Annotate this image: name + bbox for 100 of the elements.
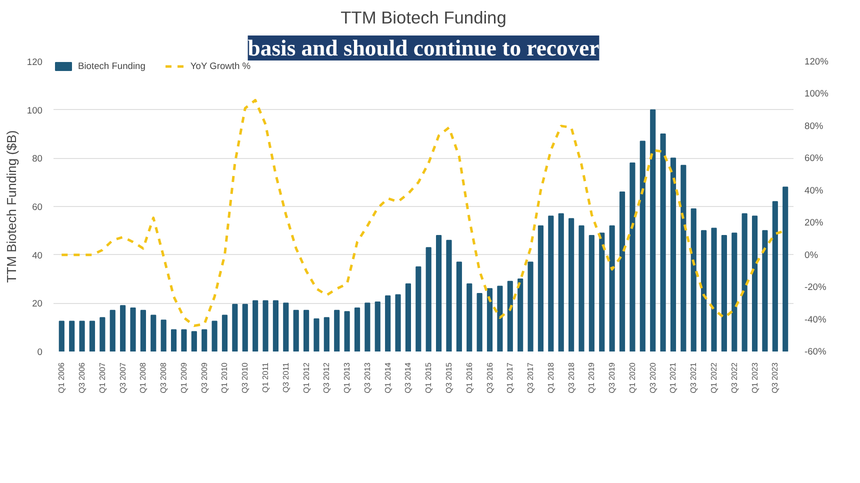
bar [578,225,584,352]
x-tick-label: Q1 2006 [57,362,66,394]
bar [670,158,676,352]
bar [568,218,574,352]
x-tick-label: Q3 2010 [240,362,250,394]
bar [252,300,258,352]
bar [374,301,380,352]
x-tick-label: Q3 2022 [730,362,739,394]
x-tick-label: Q1 2010 [220,362,230,394]
bar [202,329,208,352]
y2-tick-label: 40% [804,185,824,196]
x-tick-label: Q3 2018 [566,362,576,394]
bar [334,310,340,352]
bar [58,320,64,352]
bar [752,216,758,352]
bar [640,140,646,352]
y2-tick-label: 20% [804,218,824,228]
x-tick-label: Q3 2019 [608,362,617,394]
y2-tick-label: 60% [804,153,824,164]
bar [711,228,717,352]
y2-tick-label: -20% [804,282,826,292]
bar [466,283,472,352]
x-tick-label: Q3 2009 [200,362,209,394]
bar [232,304,238,352]
text: basis and should continue to recover [248,36,600,60]
bar [588,235,594,352]
y2-tick-label: -60% [804,346,826,356]
bar [436,235,442,352]
bar [660,134,666,352]
x-tick-label: Q3 2006 [78,362,87,394]
bar [324,317,330,352]
bar [732,232,738,352]
y-tick-label: 100 [26,105,43,116]
x-tick-label: Q3 2015 [444,362,454,394]
bar [609,225,615,352]
bar [518,278,524,352]
bar [497,286,503,352]
bar [528,262,534,352]
bar [191,331,197,352]
bar [150,314,156,352]
y2-tick-label: 100% [804,88,828,99]
y-tick-label: 120 [26,57,43,67]
x-tick-label: Q1 2023 [750,362,760,394]
x-tick-label: Q1 2007 [98,362,107,394]
bar [762,230,768,352]
bar [314,318,320,352]
x-tick-label: Q1 2017 [506,362,515,394]
x-tick-label: Q1 2014 [383,362,392,394]
x-tick-label: Q3 2023 [770,362,780,394]
bar [130,308,136,352]
bar [548,216,554,352]
bar [486,288,493,352]
bar [721,235,727,352]
bar [293,310,299,352]
bar [650,109,656,352]
y2-tick-label: 120% [804,56,828,66]
x-tick-label: Q1 2016 [464,362,474,394]
bar [630,162,636,352]
bar [79,320,85,352]
x-tick-label: Q3 2011 [281,362,290,393]
x-tick-label: Q1 2015 [424,362,434,394]
bar [89,320,96,352]
bar [395,294,401,352]
y-tick-label: 80 [32,154,43,164]
bar [140,310,146,352]
x-tick-label: Q3 2017 [526,362,536,394]
y2-tick-label: 0% [804,250,818,260]
bar [782,186,788,352]
bar [212,320,218,352]
bar [181,329,187,352]
bar [507,280,513,352]
bar [619,192,626,352]
x-tick-label: Q3 2016 [485,362,494,394]
y2-tick-label: 80% [804,120,824,131]
bar [742,213,748,352]
bar [354,308,360,352]
bar [170,329,177,352]
bar [599,232,605,352]
x-tick-label: Q1 2011 [261,362,270,393]
x-tick-label: Q1 2020 [628,362,637,394]
bar [364,302,370,352]
bar [69,320,75,352]
bar [344,311,350,352]
y-tick-label: 20 [32,298,43,309]
x-tick-label: Q3 2021 [689,362,698,394]
bar [405,283,412,352]
x-tick-label: Q3 2007 [118,362,128,394]
x-tick-label: Q3 2013 [362,362,372,394]
bar [100,317,106,352]
legend-label: YoY Growth % [190,61,251,71]
y-tick-label: 40 [32,250,43,260]
bar [222,314,228,352]
y2-tick-label: -40% [804,314,826,324]
bar [272,300,278,352]
bar [262,300,268,352]
bar [680,164,686,352]
bar [160,320,166,352]
bar [242,304,248,352]
bar [476,293,482,352]
chart-title: TTM Biotech Funding [340,8,506,28]
